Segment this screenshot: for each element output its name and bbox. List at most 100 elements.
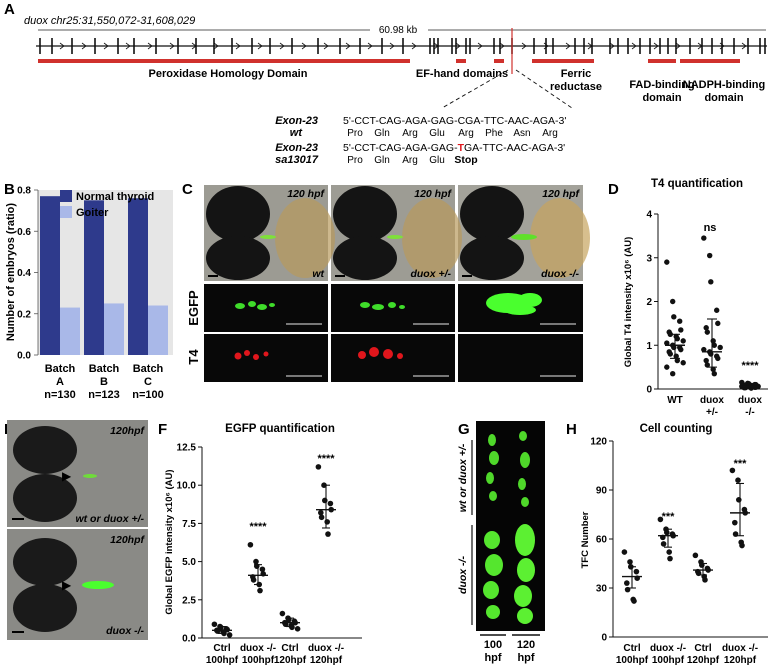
wt-label-genotype: wt [290,127,304,139]
panel-d: D T4 quantification 0 1 2 3 4 Global T4 inte… [608,178,768,418]
data-point [666,549,672,555]
batch-word-c: Batch [133,363,164,375]
data-point [259,566,266,573]
ytick-label: 12.5 [177,443,197,454]
data-point [318,514,325,521]
panel-f: F EGFP quantification 0.0 2.5 5.0 7.5 10.0 12… [158,421,362,665]
data-point [257,587,263,594]
plot-h-points [621,467,750,604]
g-genotype-bottom: duox -/- [457,556,469,594]
strand-arrow [235,42,241,50]
c-stage-het: 120 hpf [414,188,452,200]
data-point [701,235,707,241]
data-point [753,384,759,390]
wt-aa-8: Arg [542,128,558,139]
c-geno-hom: duox -/- [541,268,579,280]
domain-label-nadph-2: domain [704,92,743,104]
c-stage-wt: 120 hpf [287,188,325,200]
data-point [294,626,301,632]
c-t4-het [331,334,455,382]
strand-arrow [301,42,307,50]
strand-arrow [565,42,571,50]
wt-aa-1: Pro [347,128,363,139]
domain-label-ef-hand: EF-hand domains [416,68,508,80]
panel-h: H Cell counting 0 30 60 90 120 TFC Number **… [566,421,768,665]
data-point [678,346,684,353]
data-point [667,351,673,357]
data-point [671,314,677,320]
bar-goiter [104,303,124,355]
gene-locus: duox chr25:31,550,072-31,608,029 [24,15,195,27]
g-thyroid-wt-120 [518,431,530,507]
data-point [704,329,710,335]
strand-arrow [257,42,263,50]
data-point [702,577,708,583]
plot-d-points [664,235,761,391]
c-t4-signal-wt [234,350,269,360]
f-x-3a: Ctrl [281,643,298,654]
mut-label-exon: Exon-23 [275,142,318,154]
b-ytick-label: 0.6 [17,227,31,238]
strand-arrow [367,42,373,50]
domain-label-fad-1: FAD-binding [629,79,694,91]
data-point [211,621,218,628]
ytick-label: 90 [596,486,608,497]
plot-f-xlabels: Ctrl 100hpf duox -/- 100hpf Ctrl 120hpf … [206,643,344,665]
data-point [664,364,670,370]
data-point [677,318,683,324]
data-point [633,568,640,575]
c-eye-hom-right [460,236,524,280]
b-ytick-label: 0.4 [17,268,31,279]
e-thyroid-top [83,474,97,478]
zoom-line-left [441,69,509,109]
wt-aa-6: Phe [485,128,503,139]
data-point [739,542,745,549]
data-point [253,558,259,565]
strand-arrow [433,42,439,50]
data-point [667,555,673,562]
f-x-4b: 120hpf [310,655,343,665]
b-ytick-label: 0.2 [17,309,31,320]
domain-bar-ef-hand-2 [494,59,504,63]
domain-bar-ef-hand-1 [456,59,466,63]
data-point [322,497,328,504]
legend-swatch-normal [60,190,72,202]
wt-label-exon: Exon-23 [275,115,318,127]
g-image [476,421,545,631]
strand-arrow [191,42,197,50]
f-x-2b: 100hpf [242,655,275,665]
f-x-3b: 120hpf [274,655,307,665]
strand-arrow [675,42,681,50]
plot-b-yticks: 0.0 0.2 0.4 0.6 0.8 [17,186,38,362]
data-point [711,370,717,377]
plot-f-points [211,464,336,638]
b-ytick-label: 0.8 [17,186,31,197]
c-eye-wt-left [206,186,270,242]
mut-aa-1: Pro [347,155,363,166]
panel-a: A duox chr25:31,550,072-31,608,029 60.98… [4,1,767,166]
plot-f-title: EGFP quantification [225,423,335,435]
data-point [707,252,713,259]
b-ytick-label: 0.0 [17,351,31,362]
data-point [674,357,680,364]
data-point [325,531,331,537]
wt-aa-5: Arg [458,128,474,139]
panel-c-letter: C [182,181,193,198]
domain-bar-peroxidase [38,59,410,63]
strand-arrow [389,42,395,50]
strand-arrow [653,42,659,50]
panel-e: E ▶ ▶ 120hpf 120hpf wt or duox +/- duox … [4,420,148,640]
plot-d-ns: ns [704,222,717,234]
c-eye-het-right [333,236,397,280]
f-x-1b: 100hpf [206,655,239,665]
strand-arrow [147,42,153,50]
panel-a-letter: A [4,1,15,18]
ytick-label: 60 [596,535,608,546]
plot-d-xlabel-hom-1: duox [738,395,762,406]
data-point [664,259,670,265]
mut-sequence: 5'-CCT-CAG-AGA-GAG-TGA-TTC-AAC-AGA-3' [343,142,565,154]
batch-word-a: Batch [45,363,76,375]
strand-arrow [103,42,109,50]
strand-arrow [609,42,615,50]
